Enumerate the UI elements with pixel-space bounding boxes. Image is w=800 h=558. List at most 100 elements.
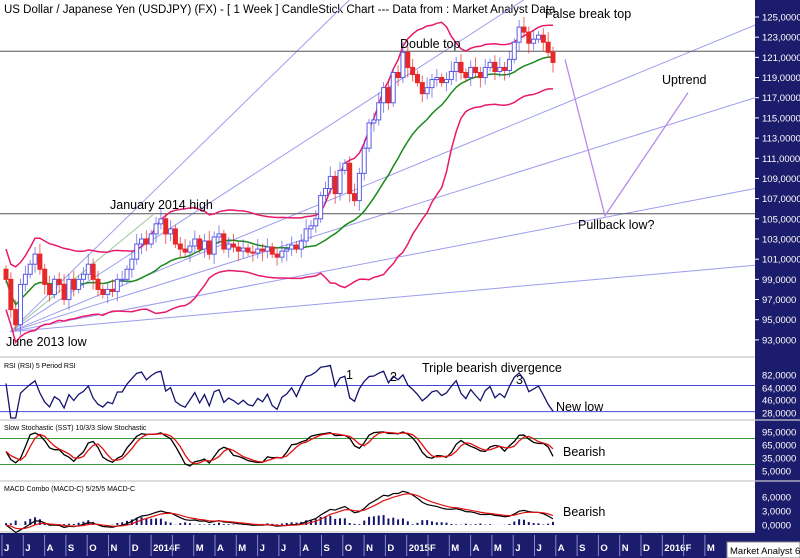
annotation-double-top: Double top <box>400 37 461 51</box>
candle-down <box>245 247 251 253</box>
candle-down <box>414 74 420 84</box>
x-tick-label: A <box>558 543 565 554</box>
candle-up <box>497 66 503 72</box>
stoch-label: Slow Stochastic (SST) 10/3/3 Slow Stocha… <box>4 425 147 432</box>
candle-up <box>318 195 324 220</box>
candle-up <box>424 87 430 95</box>
y-tick-label: 115,0000 <box>762 113 800 124</box>
candle-down <box>163 218 169 235</box>
y-tick-label: 121,0000 <box>762 53 800 64</box>
candle-up <box>66 278 72 301</box>
candle-up <box>134 243 140 260</box>
fan-line-green <box>9 214 154 333</box>
candle-down <box>172 228 178 245</box>
y-tick-label: 105,0000 <box>762 214 800 225</box>
candle-down <box>221 233 227 250</box>
candle-down <box>419 82 425 95</box>
candle-up <box>453 61 459 72</box>
macd-tick-label: 0,0000 <box>762 521 791 532</box>
y-tick-label: 109,0000 <box>762 174 800 185</box>
brand-label: Market Analyst 6 <box>730 546 800 557</box>
annotation-june-low: June 2013 low <box>6 335 88 349</box>
candle-up <box>226 243 232 250</box>
x-tick-label: M <box>494 543 502 554</box>
candle-up <box>298 240 304 250</box>
candle-up <box>129 258 135 270</box>
candle-down <box>410 66 416 76</box>
candle-down <box>90 263 96 280</box>
annotation-uptrend: Uptrend <box>662 73 707 87</box>
candle-down <box>3 268 9 280</box>
candle-up <box>313 218 319 227</box>
candle-down <box>260 248 266 252</box>
macd-tick-label: 3,0000 <box>762 507 791 518</box>
y-tick-label: 113,0000 <box>762 134 800 145</box>
bollinger-lower-line <box>5 88 553 344</box>
x-tick-label: S <box>68 543 74 554</box>
candle-up <box>158 218 164 225</box>
candle-up <box>153 223 159 235</box>
candle-down <box>550 51 556 63</box>
candle-up <box>168 228 174 235</box>
x-tick-label: 2014 <box>153 543 175 554</box>
candle-down <box>177 243 183 250</box>
time-axis <box>0 533 800 558</box>
candle-up <box>531 38 537 44</box>
macd-signal-line <box>5 493 554 530</box>
x-tick-label: M <box>707 543 715 554</box>
x-tick-label: J <box>4 543 9 554</box>
candle-up <box>105 288 111 295</box>
candle-up <box>327 175 333 190</box>
candle-up <box>356 172 362 202</box>
candle-down <box>42 268 48 285</box>
candle-down <box>235 246 241 252</box>
candle-up <box>240 247 246 252</box>
candle-up <box>322 188 328 197</box>
candle-up <box>76 278 82 290</box>
candle-up <box>429 79 435 89</box>
candle-up <box>255 248 261 254</box>
candle-up <box>482 66 488 79</box>
x-tick-label: N <box>622 543 629 554</box>
fan-line <box>9 97 755 333</box>
x-tick-label: D <box>132 543 139 554</box>
candle-up <box>32 253 38 265</box>
x-tick-label: M <box>238 543 246 554</box>
x-tick-label: D <box>387 543 394 554</box>
x-tick-label: A <box>302 543 309 554</box>
fan-line <box>9 188 755 333</box>
candle-up <box>80 273 86 280</box>
candle-up <box>434 77 440 81</box>
x-tick-label: M <box>451 543 459 554</box>
candle-up <box>487 61 493 68</box>
candle-down <box>100 288 106 295</box>
y-tick-label: 107,0000 <box>762 194 800 205</box>
candle-up <box>124 268 130 280</box>
candle-down <box>477 71 483 79</box>
macd-line <box>5 490 554 534</box>
candle-down <box>71 278 77 290</box>
candle-up <box>511 41 517 60</box>
candle-up <box>264 246 270 252</box>
x-tick-label: M <box>196 543 204 554</box>
candle-down <box>197 238 203 250</box>
candle-down <box>352 193 358 202</box>
candle-down <box>109 288 115 292</box>
candle-down <box>61 283 67 301</box>
annotation-divergence: Triple bearish divergence <box>422 361 562 375</box>
candle-down <box>56 278 62 285</box>
x-tick-label: J <box>537 543 542 554</box>
annotation-new-low: New low <box>556 400 604 414</box>
stoch-tick-label: 35,0000 <box>762 454 796 465</box>
x-tick-label: S <box>324 543 330 554</box>
x-tick-label: F <box>174 543 180 554</box>
stoch-k-line <box>5 431 554 467</box>
x-tick-label: N <box>366 543 373 554</box>
candle-down <box>332 175 338 195</box>
candle-up <box>444 79 450 84</box>
annotation-jan-high: January 2014 high <box>110 198 213 212</box>
x-tick-label: A <box>47 543 54 554</box>
x-tick-label: D <box>643 543 650 554</box>
candle-down <box>47 283 53 295</box>
